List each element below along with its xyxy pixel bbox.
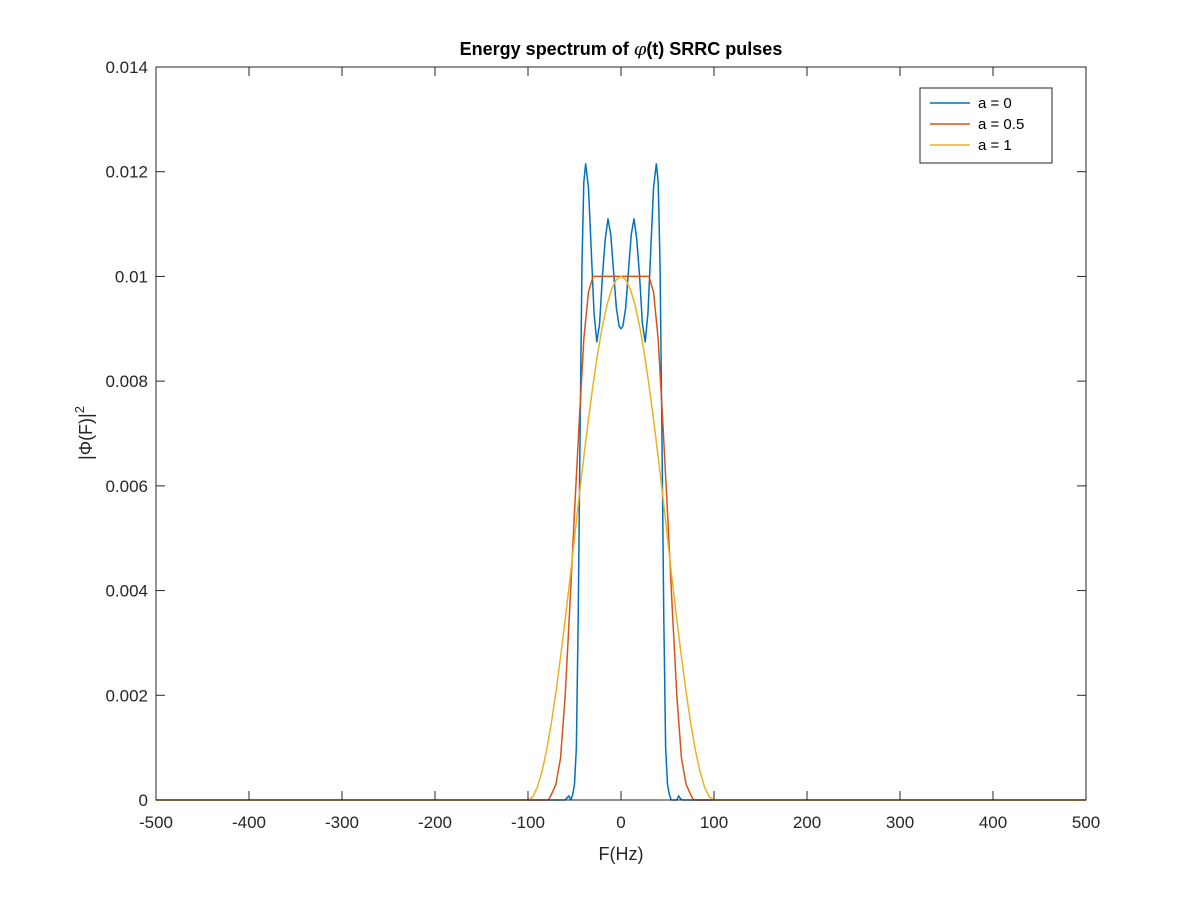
legend-label-2: a = 1 (978, 137, 1012, 154)
legend-label-0: a = 0 (978, 95, 1012, 112)
x-tick-label: 400 (979, 813, 1007, 832)
x-tick-label: -500 (139, 813, 173, 832)
legend-label-1: a = 0.5 (978, 116, 1024, 133)
y-tick-label: 0.004 (105, 582, 148, 601)
series-line-0 (156, 163, 1086, 801)
x-tick-label: 0 (616, 813, 625, 832)
x-axis-label: F(Hz) (599, 844, 644, 864)
x-tick-label: 100 (700, 813, 728, 832)
series-layer (156, 163, 1086, 801)
y-tick-label: 0.01 (115, 267, 148, 286)
x-tick-label: 500 (1072, 813, 1100, 832)
x-tick-label: -300 (325, 813, 359, 832)
x-tick-label: -100 (511, 813, 545, 832)
y-tick-label: 0.002 (105, 686, 148, 705)
chart-title: Energy spectrum of φ(t) SRRC pulses (460, 39, 783, 60)
legend: a = 0 a = 0.5 a = 1 (919, 87, 1053, 164)
y-tick-label: 0.014 (105, 58, 148, 77)
plot-background (156, 67, 1086, 800)
x-tick-label: 300 (886, 813, 914, 832)
x-tick-label: -200 (418, 813, 452, 832)
y-tick-label: 0.012 (105, 163, 148, 182)
y-axis-label: |Φ(F)|2 (72, 406, 96, 460)
legend-box (919, 87, 1053, 164)
y-tick-label: 0.008 (105, 372, 148, 391)
x-tick-label: 200 (793, 813, 821, 832)
ticks-layer: -500 -400 -300 -200 -100 0 100 200 300 400 500 0 0.0… (105, 58, 1100, 832)
x-tick-label: -400 (232, 813, 266, 832)
plot-area (156, 67, 1086, 800)
y-tick-label: 0.006 (105, 477, 148, 496)
series-line-2 (156, 275, 1086, 801)
y-tick-label: 0 (139, 791, 148, 810)
